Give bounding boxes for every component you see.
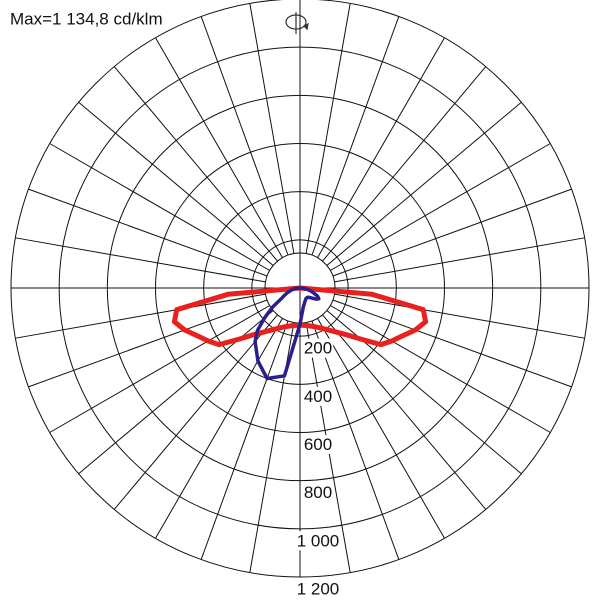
spoke xyxy=(49,305,270,433)
spoke xyxy=(311,16,400,256)
r-tick-label: 600 xyxy=(304,435,332,454)
label-bg xyxy=(295,531,341,551)
r-tick-label: 1 000 xyxy=(297,531,340,550)
r-tick-label: 800 xyxy=(304,483,332,502)
spoke xyxy=(200,320,289,560)
spoke xyxy=(322,314,487,510)
spoke xyxy=(334,237,585,283)
spoke xyxy=(113,314,278,510)
spoke xyxy=(113,66,278,262)
spoke xyxy=(305,3,351,254)
spoke xyxy=(330,305,551,433)
spoke xyxy=(311,320,400,560)
curve xyxy=(253,286,321,381)
label-bg xyxy=(302,386,334,406)
spoke xyxy=(200,16,289,256)
rotation-icon xyxy=(285,12,309,34)
label-bg xyxy=(302,483,334,503)
spoke xyxy=(326,101,522,266)
spoke xyxy=(15,293,266,339)
spoke xyxy=(332,299,572,388)
spoke xyxy=(322,66,487,262)
spoke xyxy=(49,143,270,271)
label-bg xyxy=(302,434,334,454)
spoke xyxy=(155,318,283,539)
grid-circle xyxy=(58,46,542,530)
r-tick-label: 400 xyxy=(304,387,332,406)
grid-circle xyxy=(203,191,397,385)
spoke xyxy=(330,143,551,271)
spoke xyxy=(78,101,274,266)
r-tick-label: 1 200 xyxy=(297,579,340,598)
label-bg xyxy=(302,338,334,358)
label-bg xyxy=(295,579,341,599)
r-tick-label: 200 xyxy=(304,339,332,358)
spoke xyxy=(334,293,585,339)
spoke xyxy=(317,318,445,539)
spoke xyxy=(249,3,295,254)
grid-circle xyxy=(106,94,494,482)
spoke xyxy=(15,237,266,283)
spoke xyxy=(317,37,445,258)
spoke xyxy=(155,37,283,258)
grid-circle xyxy=(10,0,590,578)
spoke xyxy=(332,188,572,277)
spoke xyxy=(28,188,268,277)
grid-circle xyxy=(155,143,445,433)
chart-title: Max=1 134,8 cd/klm xyxy=(10,9,163,28)
spoke xyxy=(28,299,268,388)
grid-circle xyxy=(251,239,349,337)
spoke xyxy=(326,310,522,475)
spoke xyxy=(78,310,274,475)
